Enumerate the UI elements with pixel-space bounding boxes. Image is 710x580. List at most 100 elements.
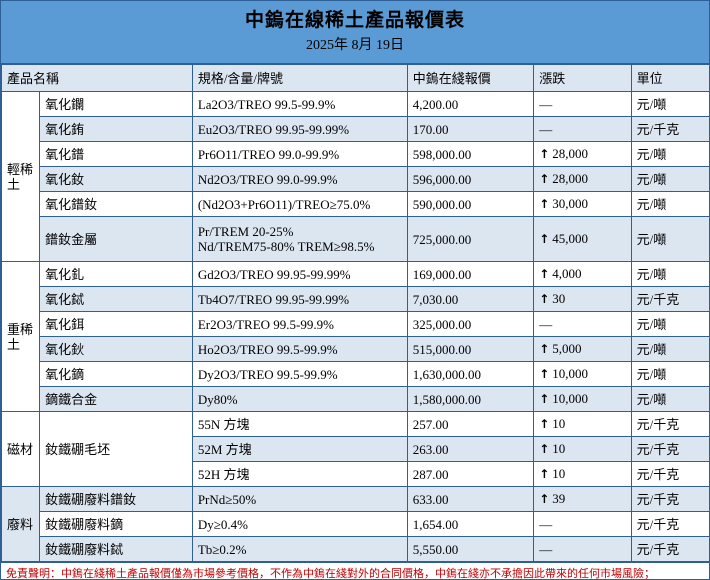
price-value: 633.00 [406, 486, 535, 512]
category-label: 輕稀土 [1, 91, 41, 262]
table-row: 52H 方塊 287.00 ↑ 10 元/千克 [2, 461, 709, 487]
unit-value: 元/千克 [630, 486, 709, 512]
arrow-up-icon: ↑ [539, 367, 550, 381]
unit-value: 元/噸 [630, 261, 709, 287]
price-value: 257.00 [406, 411, 535, 437]
price-value: 287.00 [406, 461, 535, 487]
table-row: 磁材 釹鐵硼毛坯 55N 方塊 257.00 ↑ 10 元/千克 [1, 411, 709, 487]
change-value: — [533, 91, 632, 117]
table-row: 釹鐵硼廢料鏑 Dy≥0.4% 1,654.00— 元/千克 [2, 511, 709, 537]
change-value: ↑ 30,000 [533, 191, 632, 217]
product-name: 氧化銪 [39, 116, 193, 142]
product-spec: Dy2O3/TREO 99.5-99.9% [191, 361, 408, 387]
unit-value: 元/噸 [630, 386, 709, 412]
category-label: 重稀土 [1, 261, 41, 412]
product-spec: Er2O3/TREO 99.5-99.9% [191, 311, 408, 337]
product-spec: Pr6O11/TREO 99.0-99.9% [191, 141, 408, 167]
product-name: 氧化鏑 [39, 361, 193, 387]
column-header-spec: 規格/含量/牌號 [191, 64, 408, 92]
product-name: 鏑鐵合金 [39, 386, 193, 412]
table-row: 廢料 釹鐵硼廢料鐠釹 PrNd≥50% 633.00 ↑ 39 元/千克 [1, 486, 709, 562]
product-name: 氧化釹 [39, 166, 193, 192]
table-row: 鐠釹金屬 Pr/TREM 20-25% Nd/TREM75-80% TREM≥98.… [2, 216, 709, 262]
product-spec: Gd2O3/TREO 99.95-99.99% [191, 261, 408, 287]
change-amount: 10 [552, 416, 566, 431]
change-amount: 28,000 [552, 146, 589, 161]
product-spec: 52H 方塊 [191, 461, 408, 487]
arrow-up-icon: ↑ [539, 467, 550, 481]
change-amount: 30,000 [552, 196, 589, 211]
product-spec: 55N 方塊 [191, 411, 408, 437]
change-amount: — [539, 541, 553, 557]
unit-value: 元/噸 [630, 311, 709, 337]
price-value: 4,200.00 [406, 91, 535, 117]
product-name: 氧化鋱 [39, 286, 193, 312]
category-label: 廢料 [1, 486, 41, 562]
table-row: 輕稀土 氧化鑭 La2O3/TREO 99.5-99.9% 4,200.00— 元/噸 [1, 91, 709, 262]
arrow-up-icon: ↑ [539, 342, 550, 356]
table-row: 氧化釹 Nd2O3/TREO 99.0-99.9% 596,000.00 ↑ 28,00… [2, 166, 709, 192]
change-value: — [533, 116, 632, 142]
price-value: 1,580,000.00 [406, 386, 535, 412]
product-name: 氧化鐠 [39, 141, 193, 167]
unit-value: 元/噸 [630, 191, 709, 217]
table-row: 氧化鐠 Pr6O11/TREO 99.0-99.9% 598,000.00 ↑ 28,0… [2, 141, 709, 167]
product-name: 釹鐵硼廢料鋱 [39, 536, 193, 562]
arrow-up-icon: ↑ [539, 197, 550, 211]
table-row: 重稀土 氧化釓 Gd2O3/TREO 99.95-99.99% 169,000.00 ↑… [1, 261, 709, 412]
change-amount: 10 [552, 466, 566, 481]
page-title: 中鎢在線稀土產品報價表 [244, 10, 465, 31]
product-spec: La2O3/TREO 99.5-99.9% [191, 91, 408, 117]
table-header: 產品名稱 規格/含量/牌號 中鎢在綫報價 漲跌 單位 [1, 64, 709, 92]
unit-value: 元/噸 [630, 166, 709, 192]
category-label: 磁材 [1, 411, 41, 487]
arrow-up-icon: ↑ [539, 147, 550, 161]
change-value: ↑ 4,000 [533, 261, 632, 287]
change-value: ↑ 39 [533, 486, 632, 512]
price-value: 325,000.00 [406, 311, 535, 337]
price-value: 170.00 [406, 116, 535, 142]
arrow-up-icon: ↑ [539, 292, 550, 306]
change-value: — [533, 511, 632, 537]
unit-value: 元/千克 [630, 436, 709, 462]
price-value: 169,000.00 [406, 261, 535, 287]
arrow-up-icon: ↑ [539, 267, 550, 281]
arrow-up-icon: ↑ [539, 392, 550, 406]
product-spec: Eu2O3/TREO 99.95-99.99% [191, 116, 408, 142]
unit-value: 元/千克 [630, 411, 709, 437]
product-spec-line-2: Nd/TREM75-80% TREM≥98.5% [197, 239, 375, 254]
table-row: 氧化銪 Eu2O3/TREO 99.95-99.99% 170.00— 元/千克 [2, 116, 709, 142]
change-amount: 30 [552, 291, 566, 306]
product-name: 鐠釹金屬 [39, 216, 193, 262]
change-amount: — [539, 96, 553, 112]
change-value: ↑ 10 [533, 461, 632, 487]
unit-value: 元/噸 [630, 141, 709, 167]
unit-value: 元/千克 [630, 511, 709, 537]
price-value: 5,550.00 [406, 536, 535, 562]
page-date: 2025年 8月 19日 [306, 38, 404, 53]
arrow-up-icon: ↑ [539, 492, 550, 506]
table-row: 釹鐵硼廢料鋱 Tb≥0.2% 5,550.00— 元/千克 [2, 536, 709, 562]
arrow-up-icon: ↑ [539, 232, 550, 246]
column-header-unit: 單位 [630, 64, 709, 92]
column-header-change: 漲跌 [533, 64, 632, 92]
price-value: 515,000.00 [406, 336, 535, 362]
product-spec: Tb4O7/TREO 99.95-99.99% [191, 286, 408, 312]
change-amount: 4,000 [552, 266, 582, 281]
change-amount: 10,000 [552, 366, 589, 381]
change-value: — [533, 536, 632, 562]
column-header-product: 產品名稱 [1, 64, 193, 92]
product-spec: Ho2O3/TREO 99.5-99.9% [191, 336, 408, 362]
product-name: 釹鐵硼毛坯 [39, 411, 193, 487]
header-row: 產品名稱 規格/含量/牌號 中鎢在綫報價 漲跌 單位 [1, 64, 709, 92]
product-spec: Dy≥0.4% [191, 511, 408, 537]
product-name: 氧化鐠釹 [39, 191, 193, 217]
change-amount: — [539, 121, 553, 137]
change-amount: — [539, 516, 553, 532]
product-name: 釹鐵硼廢料鐠釹 [39, 486, 193, 512]
unit-value: 元/噸 [630, 336, 709, 362]
change-amount: 5,000 [552, 341, 582, 356]
price-value: 590,000.00 [406, 191, 535, 217]
product-spec: Nd2O3/TREO 99.0-99.9% [191, 166, 408, 192]
price-value: 1,630,000.00 [406, 361, 535, 387]
